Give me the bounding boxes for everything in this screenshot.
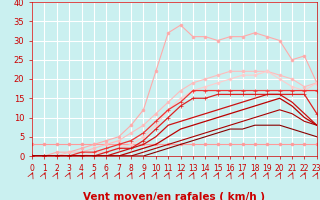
X-axis label: Vent moyen/en rafales ( km/h ): Vent moyen/en rafales ( km/h ) <box>84 192 265 200</box>
